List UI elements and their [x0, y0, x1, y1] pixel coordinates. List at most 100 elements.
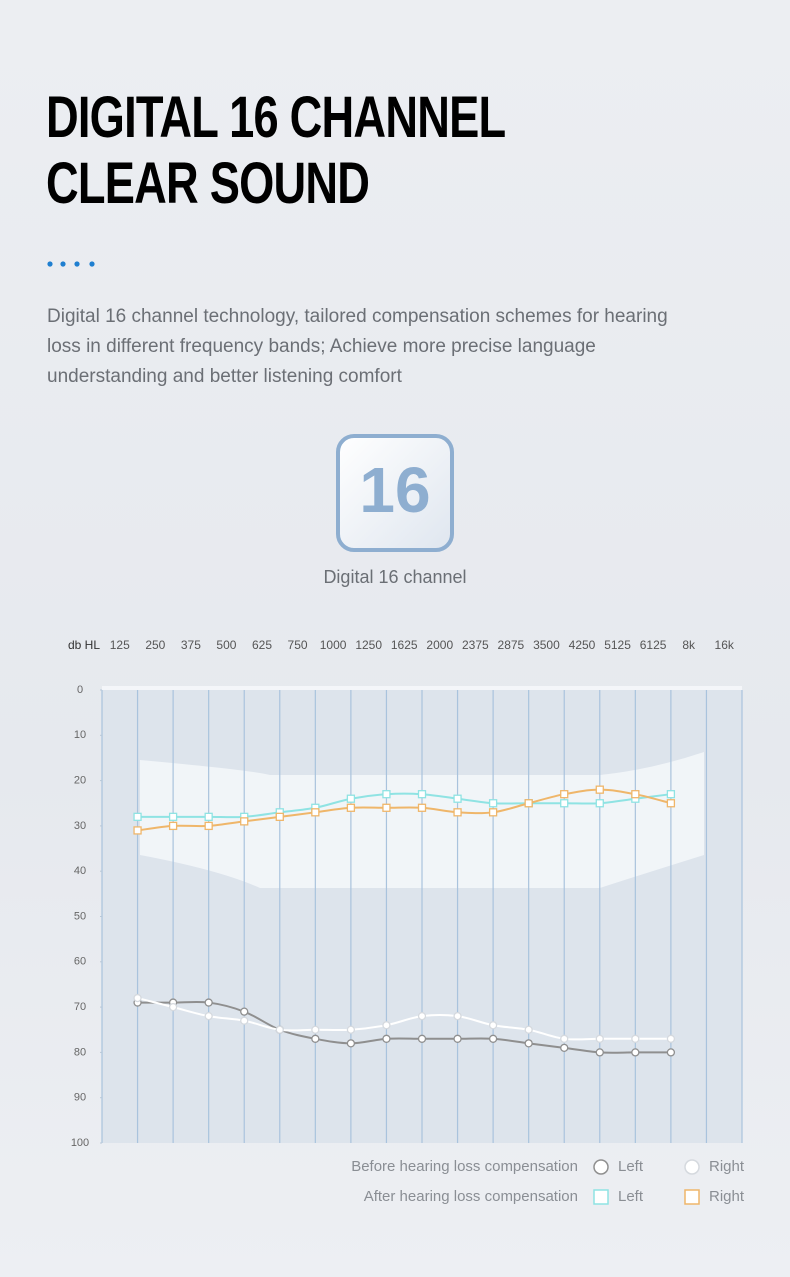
column-top [102, 686, 742, 690]
description-line: Digital 16 channel technology, tailored … [47, 306, 668, 327]
point [133, 826, 142, 835]
point [666, 1048, 676, 1057]
point [382, 790, 391, 799]
title-line: DIGITAL 16 CHANNEL [46, 85, 506, 150]
point [666, 799, 676, 808]
point [275, 1025, 284, 1034]
point [133, 993, 142, 1003]
point [346, 1025, 356, 1034]
point [488, 1034, 498, 1043]
point [204, 998, 213, 1007]
point [382, 1021, 391, 1030]
point [240, 1016, 249, 1025]
point [560, 1043, 569, 1053]
point [595, 1034, 604, 1043]
badge-caption: Digital 16 channel [323, 567, 467, 587]
point [453, 808, 462, 817]
x-tick-label: 125 [110, 638, 130, 652]
x-tick-label: 750 [288, 638, 308, 652]
point [488, 808, 498, 817]
x-tick-label: 2000 [426, 638, 453, 652]
y-tick-label: 60 [74, 956, 86, 968]
x-tick-label: 1625 [391, 638, 418, 652]
point [240, 1007, 249, 1016]
x-tick-label: 6125 [640, 638, 667, 652]
y-tick-label: 40 [74, 865, 86, 877]
x-tick-label: 4250 [569, 638, 596, 652]
legend-marker [684, 1159, 700, 1175]
description-line: understanding and better listening comfo… [47, 366, 402, 387]
point [595, 799, 604, 808]
point [346, 803, 356, 812]
x-tick-label: 500 [216, 638, 236, 652]
point [631, 1034, 640, 1043]
legend-marker [593, 1159, 609, 1175]
series-line [137, 792, 672, 819]
point [311, 808, 320, 817]
point [417, 803, 427, 812]
series-line [137, 997, 671, 1041]
point [346, 1039, 356, 1048]
y-tick-label: 0 [77, 684, 83, 696]
point [595, 785, 604, 794]
point [666, 790, 676, 799]
x-tick-label: 375 [181, 638, 201, 652]
badge-text: 16 [359, 454, 430, 526]
x-tick-label: 16k [715, 638, 735, 652]
x-tick-label: 2875 [498, 638, 525, 652]
y-axis-label: db HL [68, 638, 100, 652]
x-tick-label: 8k [682, 638, 696, 652]
point [275, 812, 284, 821]
x-tick-label: 625 [252, 638, 272, 652]
legend-label: Left [618, 1158, 644, 1175]
y-tick-label: 30 [74, 820, 86, 832]
point [595, 1048, 604, 1057]
x-tick-label: 2375 [462, 638, 489, 652]
badge-box [336, 434, 454, 552]
point [417, 1012, 427, 1021]
point [168, 821, 178, 831]
y-tick-label: 90 [74, 1092, 86, 1104]
point [240, 817, 249, 826]
point [488, 799, 498, 808]
point [168, 1002, 178, 1012]
point [453, 1012, 462, 1021]
point [560, 790, 569, 799]
point [204, 812, 213, 821]
dots [47, 261, 95, 267]
y-tick-label: 20 [74, 775, 86, 787]
point [204, 1012, 213, 1021]
x-tick-label: 3500 [533, 638, 560, 652]
legend-label: Right [709, 1188, 745, 1205]
point [168, 812, 178, 821]
legend-group-label: After hearing loss compensation [364, 1188, 578, 1205]
point [133, 812, 142, 821]
point [631, 790, 640, 799]
y-tick-label: 50 [74, 910, 86, 922]
point [524, 799, 533, 808]
title-line: CLEAR SOUND [46, 151, 370, 216]
point [311, 1025, 320, 1034]
y-tick-label: 100 [71, 1137, 89, 1149]
point [204, 821, 213, 831]
legend-group-label: Before hearing loss compensation [351, 1158, 578, 1175]
point [488, 1021, 498, 1030]
series-line [137, 1000, 671, 1054]
point [417, 790, 427, 799]
legend-label: Right [709, 1158, 745, 1175]
legend-marker [684, 1189, 700, 1205]
x-tick-label: 1000 [320, 638, 347, 652]
point [524, 1025, 533, 1034]
point [666, 1034, 676, 1043]
legend-marker [593, 1189, 609, 1205]
point [382, 803, 391, 812]
y-tick-label: 80 [74, 1046, 86, 1058]
point [524, 1039, 533, 1048]
point [453, 794, 462, 803]
point [346, 794, 356, 803]
point [382, 1034, 391, 1043]
point [560, 1034, 569, 1043]
point [417, 1034, 427, 1043]
